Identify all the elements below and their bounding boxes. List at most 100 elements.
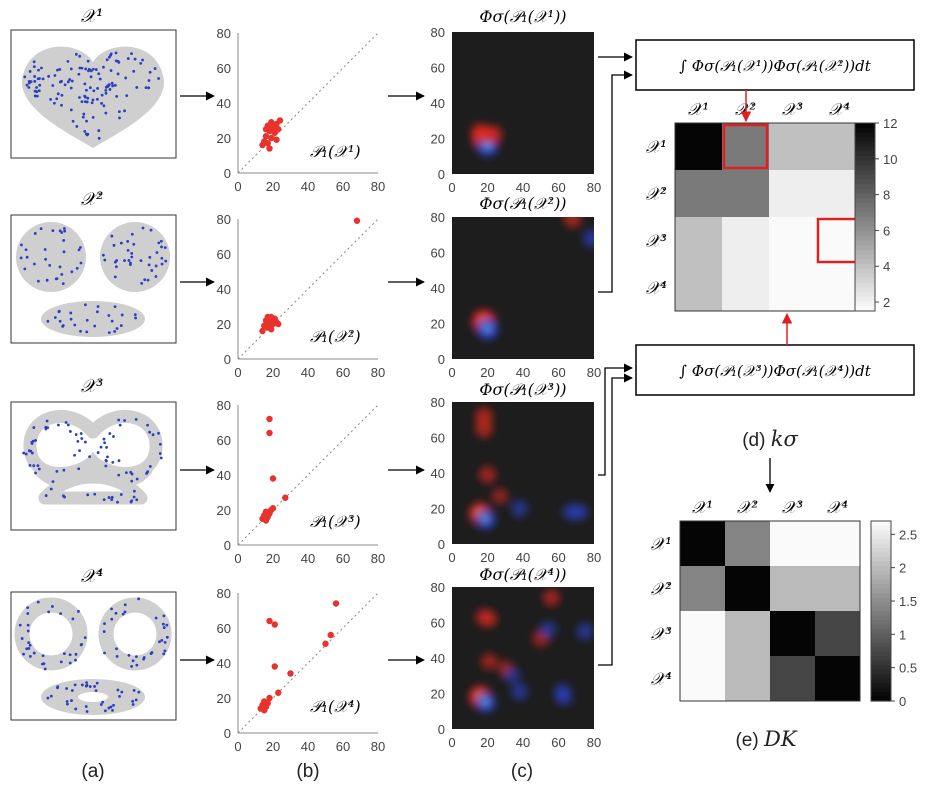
pi-x-tick: 0 bbox=[448, 180, 455, 195]
sample-point bbox=[130, 664, 134, 668]
colorbar-step bbox=[871, 575, 891, 581]
sample-point bbox=[60, 103, 63, 107]
sample-point bbox=[38, 83, 42, 87]
sample-point bbox=[58, 319, 62, 323]
pi-x-tick: 40 bbox=[516, 365, 530, 380]
pd-point bbox=[268, 119, 275, 126]
colorbar-step bbox=[855, 151, 875, 157]
sample-point bbox=[116, 72, 120, 76]
pi-x-tick: 80 bbox=[587, 180, 601, 195]
sample-point bbox=[162, 626, 166, 629]
sample-point bbox=[86, 96, 90, 100]
colorbar-step bbox=[871, 534, 891, 540]
sample-point bbox=[113, 330, 117, 333]
sample-point bbox=[64, 421, 68, 424]
pd-x-tick: 80 bbox=[371, 365, 385, 380]
sample-point bbox=[148, 70, 152, 74]
sample-point bbox=[97, 136, 101, 140]
sample-point bbox=[83, 100, 87, 103]
shape-4-label: 𝒳⁴ bbox=[81, 566, 104, 587]
colorbar-step bbox=[855, 240, 875, 246]
pd-point bbox=[332, 600, 340, 607]
pd-y-tick: 40 bbox=[217, 468, 231, 483]
sample-point bbox=[20, 637, 24, 640]
pi-blob bbox=[571, 503, 589, 521]
pd-point bbox=[287, 670, 294, 677]
sample-point bbox=[114, 611, 118, 615]
sample-point bbox=[164, 259, 168, 263]
sample-point bbox=[83, 636, 87, 640]
sample-point bbox=[127, 259, 131, 262]
pi-y-tick: 0 bbox=[438, 537, 445, 552]
sample-point bbox=[70, 689, 74, 692]
sample-point bbox=[103, 622, 106, 626]
sample-point bbox=[100, 102, 103, 105]
pd-point bbox=[275, 126, 282, 133]
colorbar-step bbox=[871, 620, 891, 626]
sample-point bbox=[117, 459, 121, 463]
sample-point bbox=[51, 605, 54, 608]
pd-x-tick: 80 bbox=[371, 551, 385, 566]
shape-4-samples bbox=[18, 597, 169, 713]
matrix-cell bbox=[770, 656, 816, 702]
pd-x-tick: 20 bbox=[266, 365, 280, 380]
sample-point bbox=[24, 452, 28, 456]
sample-point bbox=[104, 111, 108, 115]
sample-point bbox=[106, 455, 109, 459]
shape-2-label: 𝒳² bbox=[81, 189, 104, 210]
pd-y-tick: 60 bbox=[217, 247, 231, 262]
sample-point bbox=[163, 640, 167, 644]
sample-point bbox=[77, 72, 81, 76]
colorbar-step bbox=[855, 282, 875, 289]
colorbar-step bbox=[855, 292, 875, 298]
colorbar-step bbox=[855, 207, 875, 213]
colorbar-step bbox=[855, 132, 875, 138]
matrix-row-label: 𝒳² bbox=[646, 185, 668, 205]
sample-point bbox=[120, 690, 124, 694]
sample-point bbox=[147, 79, 151, 82]
sample-point bbox=[62, 652, 66, 655]
sample-point bbox=[83, 129, 87, 133]
pi-x-tick: 40 bbox=[516, 735, 530, 750]
sample-point bbox=[139, 61, 143, 65]
pi-x-tick: 20 bbox=[480, 180, 494, 195]
sample-point bbox=[165, 635, 169, 639]
colorbar-step bbox=[855, 212, 875, 218]
ring-right bbox=[98, 597, 172, 671]
sample-point bbox=[130, 479, 134, 483]
pd-label-1: 𝒫₁(𝒳¹) bbox=[310, 142, 361, 161]
sample-point bbox=[75, 266, 79, 270]
sample-point bbox=[107, 706, 111, 710]
sample-point bbox=[27, 641, 31, 645]
sample-point bbox=[111, 84, 115, 88]
sample-point bbox=[109, 69, 113, 72]
sample-point bbox=[131, 659, 135, 663]
sample-point bbox=[130, 255, 134, 259]
sample-point bbox=[85, 710, 89, 713]
pi-title-3: Φσ(𝒫₁(𝒳³)) bbox=[479, 380, 566, 399]
sample-point bbox=[110, 607, 113, 611]
sample-point bbox=[74, 652, 78, 656]
matrix-cell bbox=[769, 123, 817, 171]
pd-point bbox=[322, 640, 329, 647]
sample-point bbox=[133, 57, 137, 61]
pi-blob bbox=[474, 407, 493, 426]
matrix-cell bbox=[815, 656, 861, 702]
sample-point bbox=[84, 705, 88, 708]
colorbar-step bbox=[871, 561, 891, 567]
sample-point bbox=[70, 699, 73, 702]
matrix-cell bbox=[769, 170, 817, 218]
shape-1-samples bbox=[23, 51, 160, 140]
pi-blob bbox=[480, 610, 498, 628]
sample-point bbox=[126, 57, 130, 60]
sample-point bbox=[49, 694, 53, 698]
integral-box-top: ∫ Φσ(𝒫₁(𝒳¹))Φσ(𝒫₁(𝒳²))dt bbox=[635, 39, 915, 91]
row-3-shape: 𝒳³ bbox=[10, 376, 177, 531]
sample-point bbox=[89, 75, 93, 79]
ellipse-bottom bbox=[41, 301, 145, 337]
colorbar-step bbox=[855, 127, 875, 133]
colorbar-step bbox=[871, 552, 891, 558]
sample-point bbox=[43, 248, 47, 251]
sample-point bbox=[32, 426, 36, 429]
disc-right bbox=[100, 222, 170, 292]
